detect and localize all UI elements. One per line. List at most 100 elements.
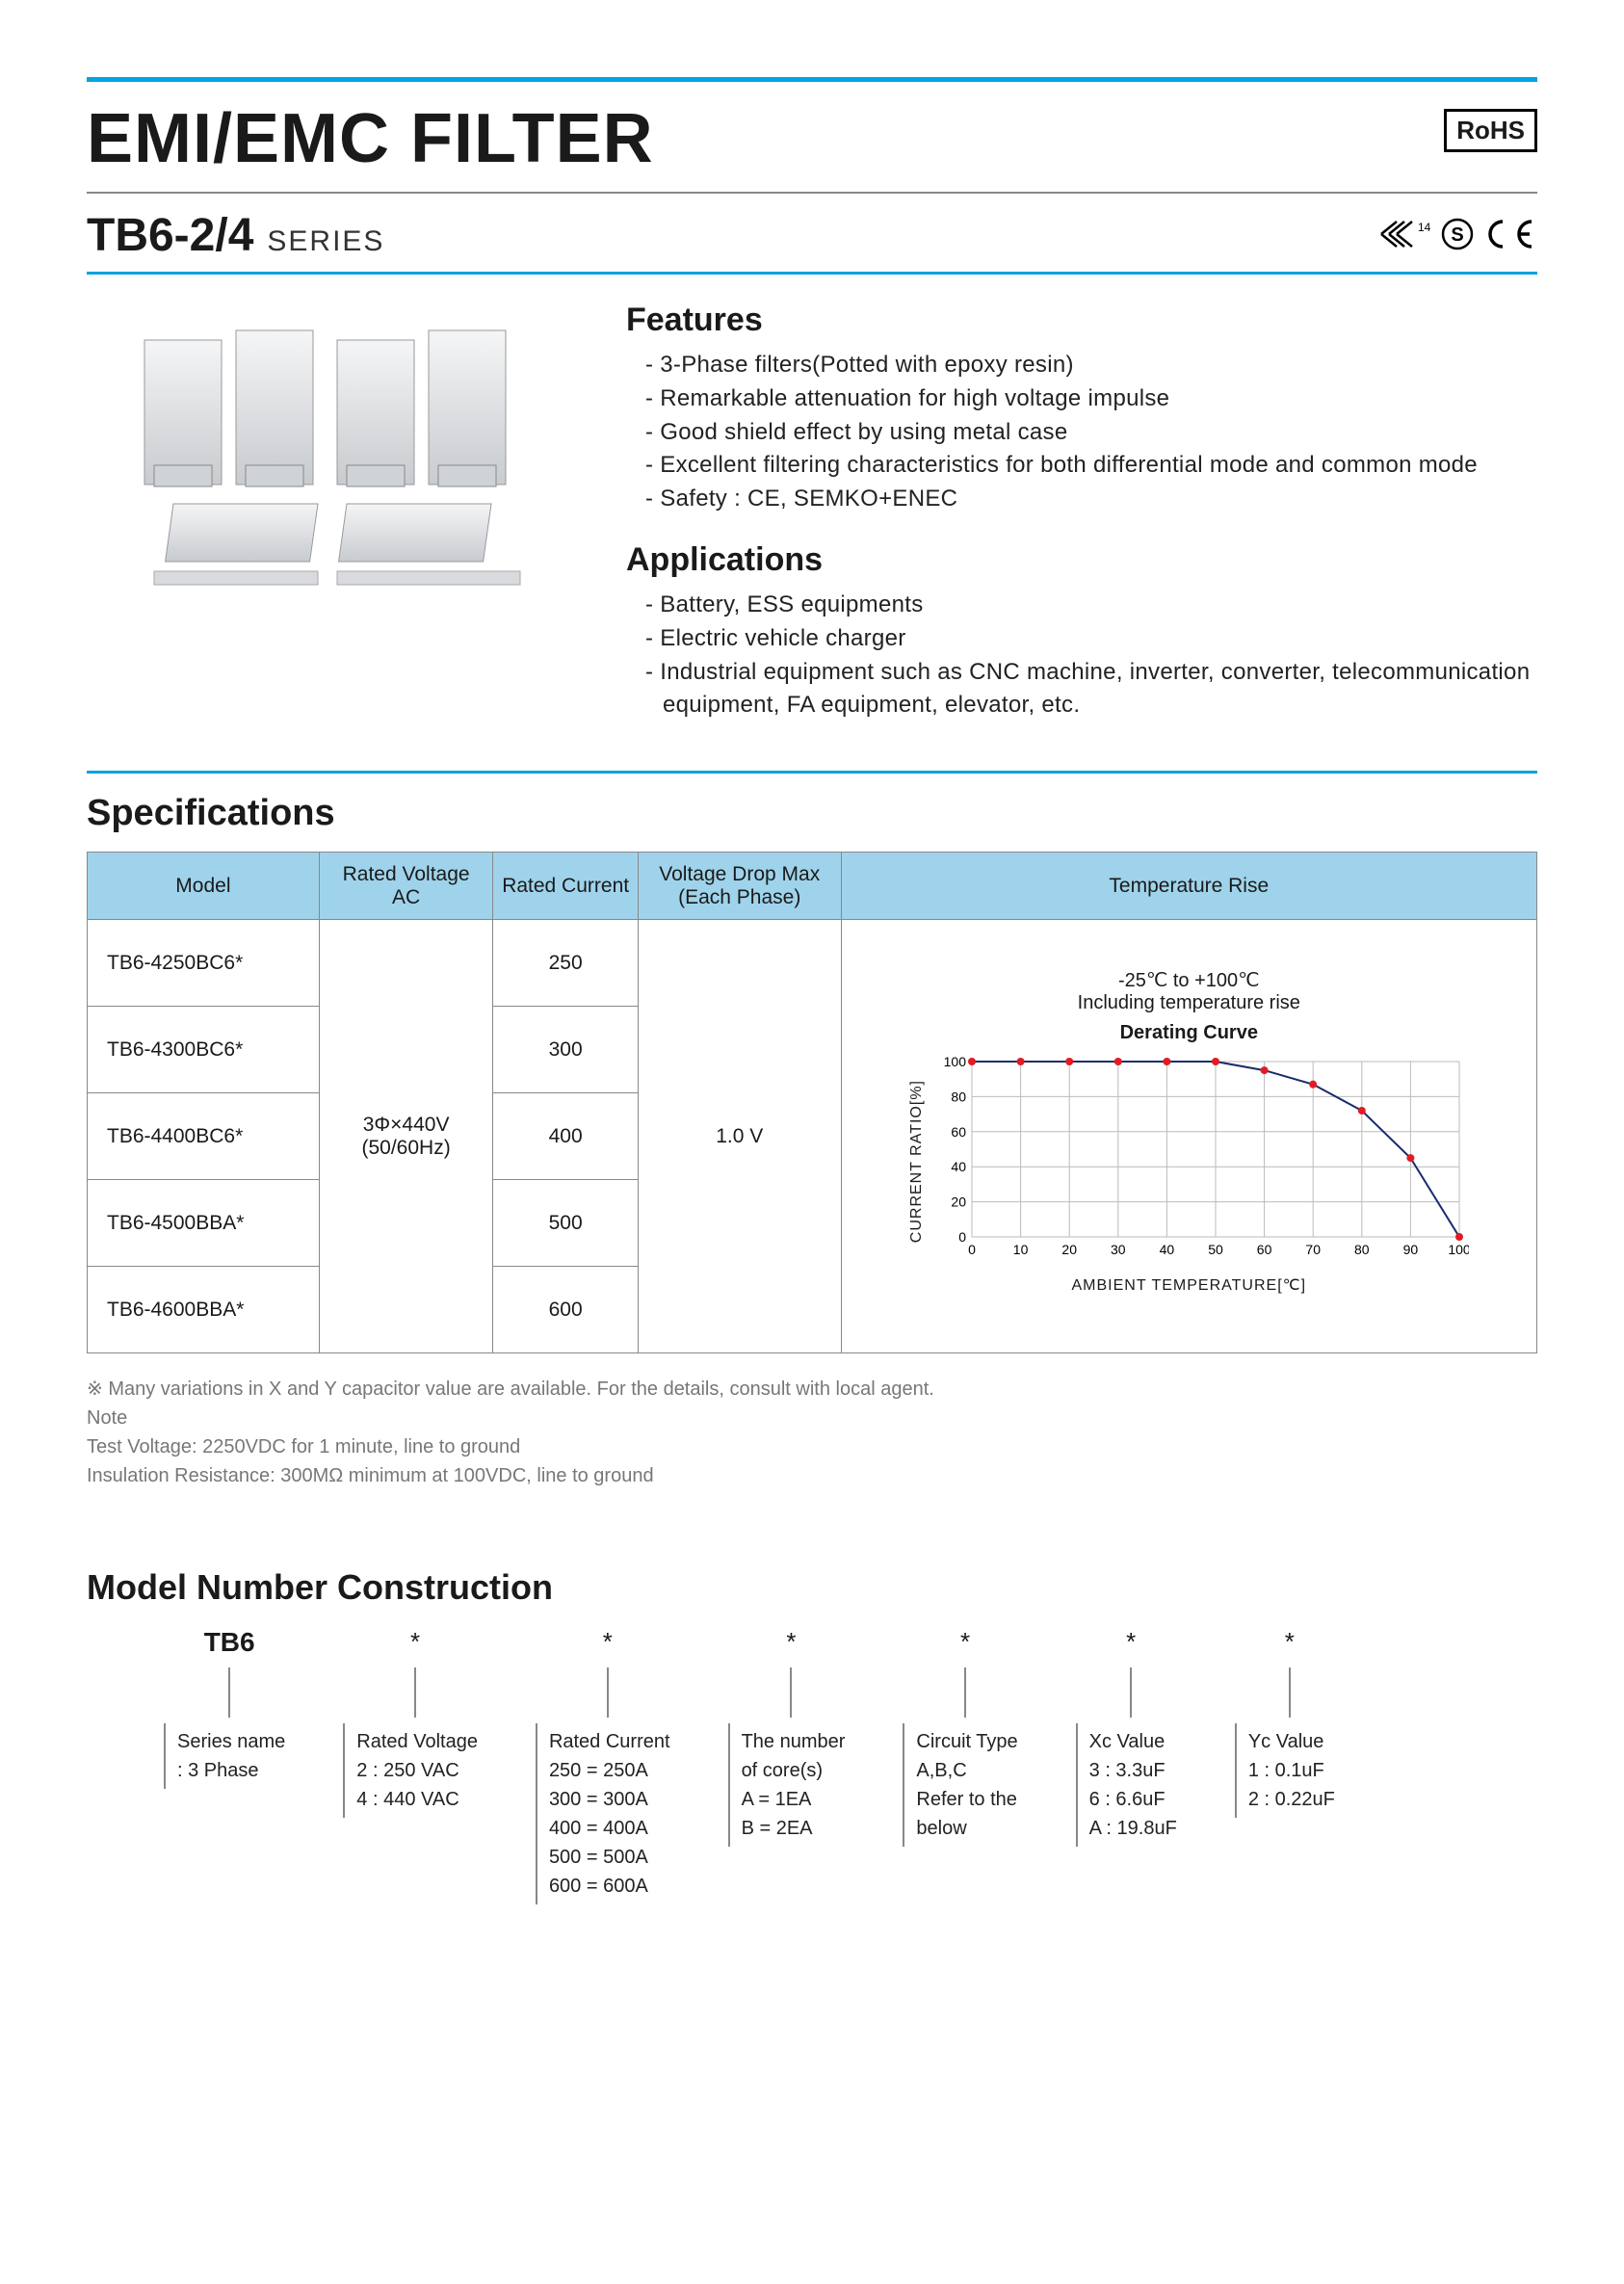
- svg-text:40: 40: [1160, 1242, 1175, 1257]
- series-left: TB6-2/4 SERIES: [87, 209, 384, 262]
- svg-text:10: 10: [1013, 1242, 1029, 1257]
- connector-line: [1130, 1667, 1132, 1718]
- svg-text:40: 40: [952, 1159, 967, 1174]
- construction-desc: Rated Voltage 2 : 250 VAC 4 : 440 VAC: [343, 1723, 487, 1818]
- specifications-table: Model Rated Voltage AC Rated Current Vol…: [87, 852, 1537, 1353]
- connector-line: [228, 1667, 230, 1718]
- svg-text:90: 90: [1403, 1242, 1419, 1257]
- col-model: Model: [88, 853, 320, 920]
- construction-column: TB6 Series name : 3 Phase: [164, 1627, 295, 1904]
- intro-text: Features 3-Phase filters(Potted with epo…: [626, 302, 1537, 722]
- svg-text:0: 0: [958, 1229, 966, 1245]
- product-image: [87, 302, 588, 629]
- list-item: 3-Phase filters(Potted with epoxy resin): [632, 349, 1537, 382]
- cell-rated-current: 600: [493, 1267, 639, 1353]
- col-voltage: Rated Voltage AC: [319, 853, 493, 920]
- list-item: Industrial equipment such as CNC machine…: [632, 656, 1537, 723]
- intro-section: Features 3-Phase filters(Potted with epo…: [87, 302, 1537, 722]
- separator-blue: [87, 272, 1537, 275]
- header-row: EMI/EMC FILTER RoHS: [87, 99, 1537, 178]
- svg-text:70: 70: [1306, 1242, 1322, 1257]
- temp-range-text: -25℃ to +100℃ Including temperature rise: [861, 968, 1517, 1014]
- connector-line: [607, 1667, 609, 1718]
- construction-symbol: *: [603, 1627, 613, 1662]
- ce-icon: [1480, 218, 1537, 250]
- features-list: 3-Phase filters(Potted with epoxy resin)…: [626, 349, 1537, 516]
- svg-text:30: 30: [1111, 1242, 1126, 1257]
- series-row: TB6-2/4 SERIES 14 S: [87, 209, 1537, 262]
- construction-column: *Circuit Type A,B,C Refer to the below: [903, 1627, 1027, 1904]
- svg-text:20: 20: [1062, 1242, 1078, 1257]
- construction-desc: The number of core(s) A = 1EA B = 2EA: [728, 1723, 855, 1847]
- construction-diagram: TB6 Series name : 3 Phase * Rated Voltage 2…: [87, 1627, 1537, 1904]
- list-item: Safety : CE, SEMKO+ENEC: [632, 483, 1537, 516]
- col-drop: Voltage Drop Max (Each Phase): [638, 853, 841, 920]
- list-item: Electric vehicle charger: [632, 622, 1537, 656]
- svg-text:60: 60: [952, 1124, 967, 1140]
- derating-chart: 0 10 20 30 40 50 60 70 80 90 100 0 20 40 60 80 100: [930, 1052, 1469, 1264]
- construction-symbol: *: [410, 1627, 420, 1662]
- cell-model: TB6-4500BBA*: [88, 1180, 320, 1267]
- construction-symbol: TB6: [204, 1627, 255, 1662]
- cell-rated-current: 300: [493, 1007, 639, 1093]
- connector-line: [414, 1667, 416, 1718]
- note-variation: ※ Many variations in X and Y capacitor v…: [87, 1375, 1537, 1404]
- svg-text:14: 14: [1418, 221, 1431, 234]
- svg-text:60: 60: [1257, 1242, 1272, 1257]
- connector-line: [964, 1667, 966, 1718]
- construction-column: * Rated Voltage 2 : 250 VAC 4 : 440 VAC: [343, 1627, 487, 1904]
- rohs-badge: RoHS: [1444, 109, 1537, 152]
- connector-line: [1289, 1667, 1291, 1718]
- semko-icon: S: [1441, 218, 1474, 250]
- top-rule: [87, 77, 1537, 82]
- svg-text:0: 0: [968, 1242, 976, 1257]
- construction-symbol: *: [786, 1627, 796, 1662]
- svg-text:50: 50: [1208, 1242, 1223, 1257]
- table-header-row: Model Rated Voltage AC Rated Current Vol…: [88, 853, 1537, 920]
- svg-text:20: 20: [952, 1195, 967, 1210]
- cell-model: TB6-4300BC6*: [88, 1007, 320, 1093]
- applications-list: Battery, ESS equipmentsElectric vehicle …: [626, 589, 1537, 722]
- cell-model: TB6-4250BC6*: [88, 920, 320, 1007]
- construction-desc: Rated Current 250 = 250A 300 = 300A 400 …: [536, 1723, 680, 1904]
- svg-text:80: 80: [1354, 1242, 1370, 1257]
- construction-desc: Series name : 3 Phase: [164, 1723, 295, 1789]
- chart-y-label: CURRENT RATIO[%]: [908, 1080, 926, 1243]
- features-heading: Features: [626, 302, 1537, 339]
- chart-x-label: AMBIENT TEMPERATURE[℃]: [861, 1275, 1517, 1295]
- construction-desc: Circuit Type A,B,C Refer to the below: [903, 1723, 1027, 1847]
- cell-voltage-drop: 1.0 V: [638, 920, 841, 1353]
- certification-icons: 14 S: [1377, 218, 1537, 250]
- table-row: TB6-4250BC6*3Φ×440V (50/60Hz)2501.0 V-25…: [88, 920, 1537, 1007]
- note-label: Note: [87, 1404, 1537, 1432]
- cell-temperature-rise: -25℃ to +100℃ Including temperature rise…: [841, 920, 1536, 1353]
- svg-text:100: 100: [944, 1054, 967, 1069]
- series-word: SERIES: [267, 225, 384, 258]
- col-current: Rated Current: [493, 853, 639, 920]
- cell-rated-voltage: 3Φ×440V (50/60Hz): [319, 920, 493, 1353]
- cell-model: TB6-4400BC6*: [88, 1093, 320, 1180]
- list-item: Good shield effect by using metal case: [632, 416, 1537, 450]
- page-title: EMI/EMC FILTER: [87, 99, 654, 178]
- cell-rated-current: 500: [493, 1180, 639, 1267]
- chart-title: Derating Curve: [861, 1022, 1517, 1044]
- cell-rated-current: 400: [493, 1093, 639, 1180]
- svg-text:80: 80: [952, 1089, 967, 1105]
- list-item: Battery, ESS equipments: [632, 589, 1537, 622]
- construction-symbol: *: [1126, 1627, 1136, 1662]
- col-temp: Temperature Rise: [841, 853, 1536, 920]
- construction-heading: Model Number Construction: [87, 1567, 1537, 1608]
- construction-desc: Yc Value 1 : 0.1uF 2 : 0.22uF: [1235, 1723, 1345, 1818]
- note-test-voltage: Test Voltage: 2250VDC for 1 minute, line…: [87, 1432, 1537, 1461]
- specifications-heading: Specifications: [87, 793, 1537, 834]
- separator: [87, 192, 1537, 194]
- construction-symbol: *: [1285, 1627, 1295, 1662]
- series-code: TB6-2/4: [87, 209, 253, 262]
- construction-column: * Yc Value 1 : 0.1uF 2 : 0.22uF: [1235, 1627, 1345, 1904]
- svg-text:100: 100: [1449, 1242, 1470, 1257]
- note-insulation: Insulation Resistance: 300MΩ minimum at …: [87, 1461, 1537, 1490]
- cell-model: TB6-4600BBA*: [88, 1267, 320, 1353]
- applications-heading: Applications: [626, 541, 1537, 579]
- construction-desc: Xc Value 3 : 3.3uF 6 : 6.6uF A : 19.8uF: [1076, 1723, 1187, 1847]
- separator-blue-2: [87, 771, 1537, 774]
